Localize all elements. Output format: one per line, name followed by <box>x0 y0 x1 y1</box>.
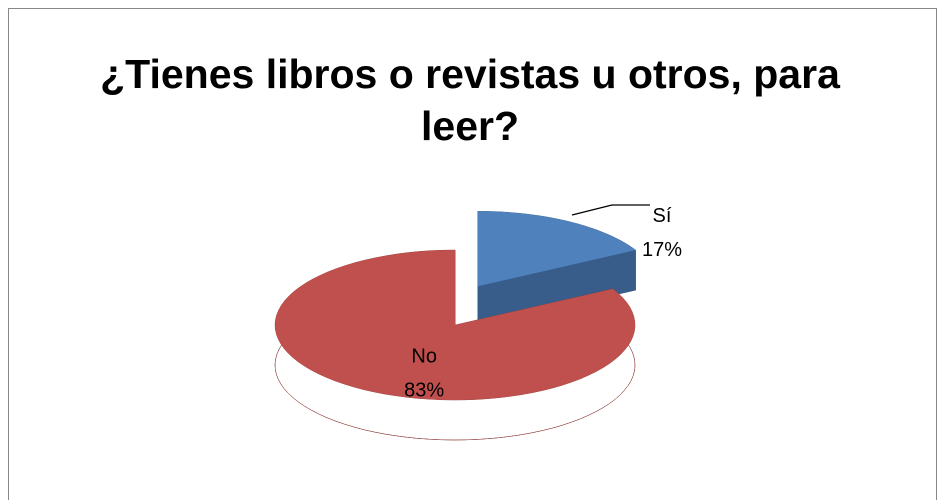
slice-value-label: 17% <box>642 239 682 261</box>
slice-category-label: Sí <box>653 205 672 227</box>
chart-title: ¿Tienes libros o revistas u otros, para l… <box>100 51 841 149</box>
pie-slice <box>275 250 635 400</box>
leader-line <box>571 204 613 216</box>
pie-slice <box>477 211 636 287</box>
chart-frame <box>8 8 937 500</box>
slice-category-label: No <box>411 345 437 367</box>
slice-value-label: 83% <box>404 379 444 401</box>
